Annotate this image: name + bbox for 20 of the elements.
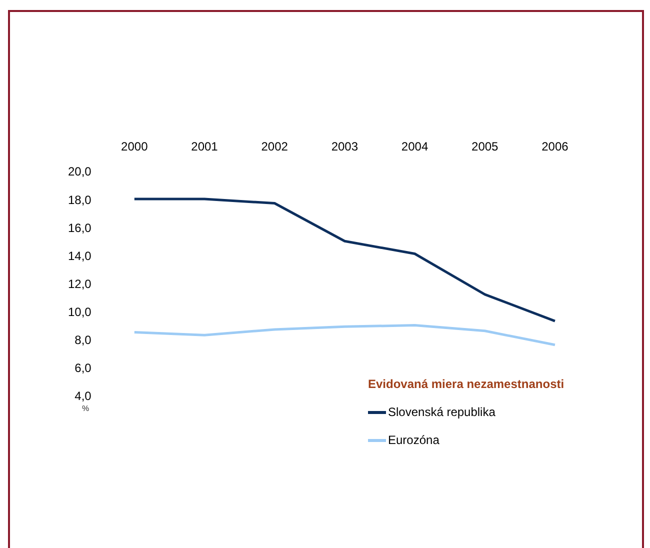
legend-label: Slovenská republika: [388, 405, 496, 419]
y-tick-label: 16,0: [68, 220, 92, 235]
x-tick-label: 2005: [472, 140, 499, 154]
y-tick-label: 18,0: [68, 192, 92, 207]
y-axis-title: %: [82, 404, 90, 413]
x-tick-label: 2002: [261, 140, 288, 154]
y-tick-label: 8,0: [74, 333, 92, 348]
y-tick-label: 4,0: [74, 389, 92, 404]
y-tick-label: 6,0: [74, 361, 92, 376]
x-tick-label: 2000: [121, 140, 148, 154]
y-tick-label: 10,0: [68, 304, 92, 319]
legend-label: Eurozóna: [388, 433, 440, 447]
x-tick-label: 2003: [331, 140, 358, 154]
y-tick-label: 12,0: [68, 276, 92, 291]
y-tick-label: 20,0: [68, 164, 92, 179]
x-tick-label: 2001: [191, 140, 218, 154]
x-tick-label: 2004: [401, 140, 428, 154]
x-tick-label: 2006: [542, 140, 569, 154]
legend-title: Evidovaná miera nezamestnanosti: [368, 377, 564, 391]
y-tick-label: 14,0: [68, 248, 92, 263]
